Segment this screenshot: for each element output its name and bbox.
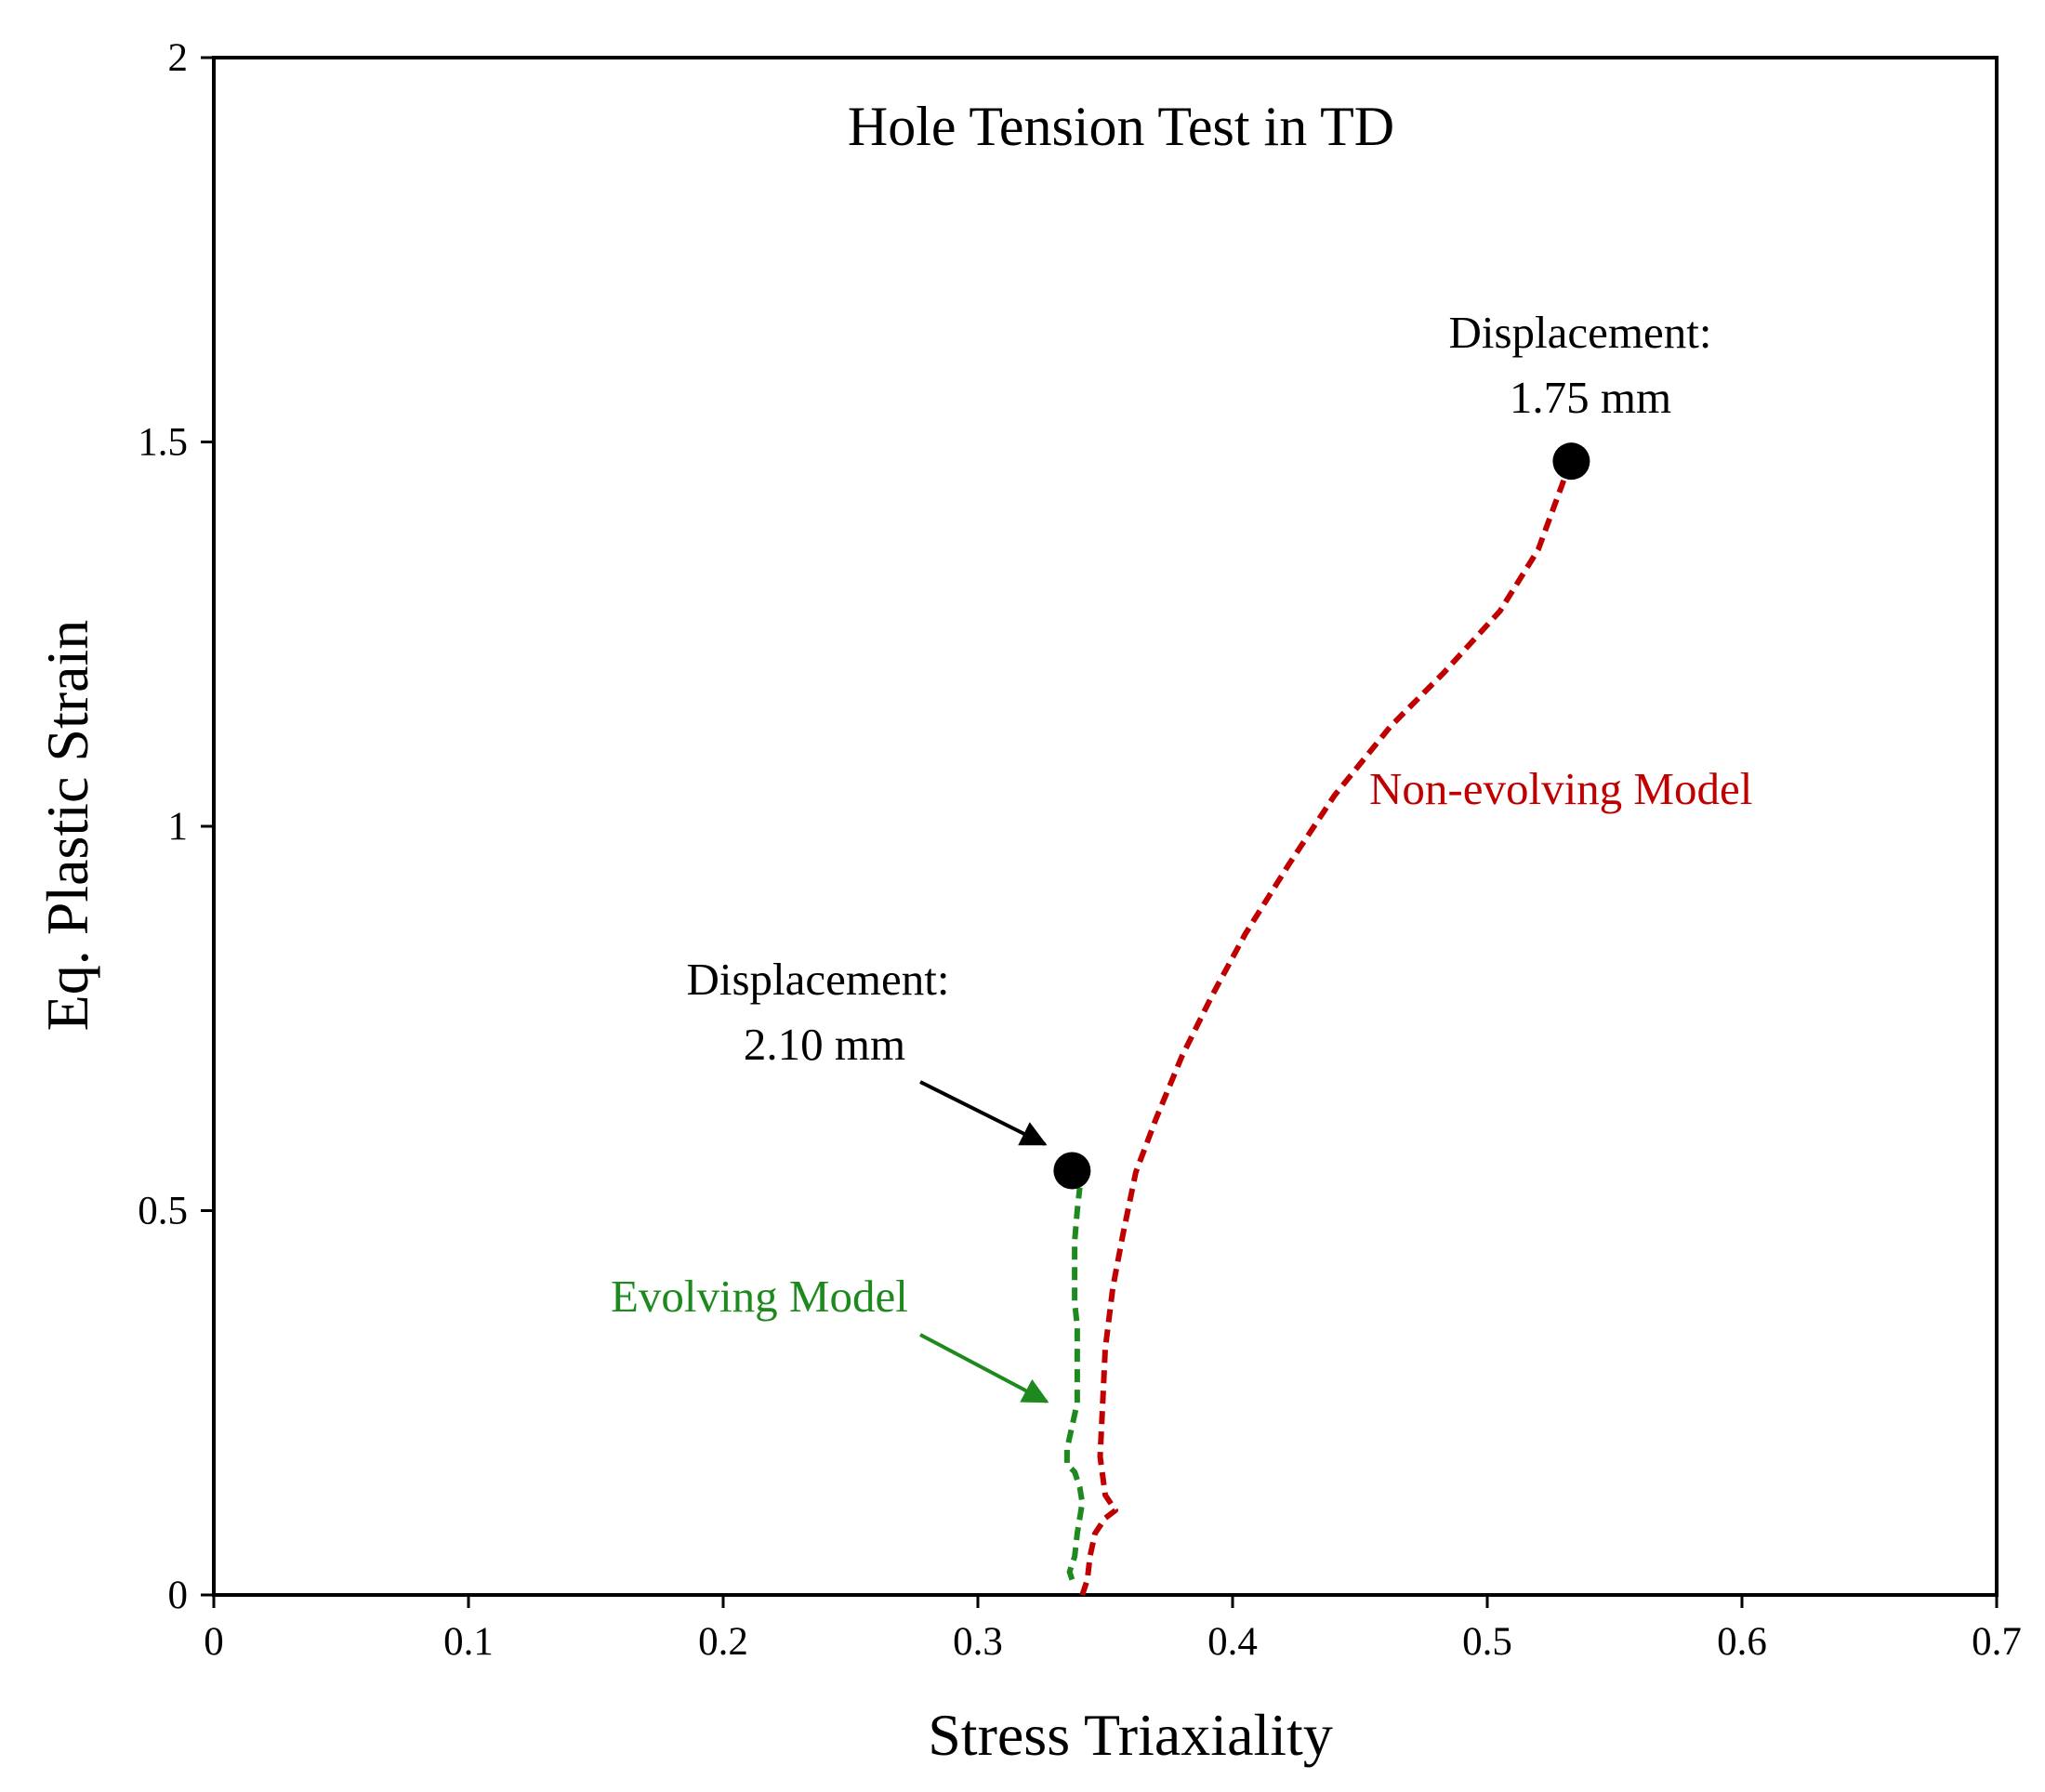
x-axis-title: Stress Triaxiality	[928, 1702, 1333, 1768]
series-layer	[1063, 479, 1567, 1596]
annotation-displacement-top-line1: Displacement:	[1448, 307, 1711, 358]
x-tick-label: 0.6	[1717, 1620, 1767, 1664]
x-tick-label: 0.5	[1462, 1620, 1512, 1664]
x-tick-label: 0	[204, 1620, 224, 1664]
marker-end-non-evolving	[1552, 442, 1590, 481]
x-tick-label: 0.3	[953, 1620, 1003, 1664]
series-line-non-evolving-model	[1079, 479, 1567, 1596]
chart-title: Hole Tension Test in TD	[848, 96, 1394, 157]
series-line-evolving-model	[1063, 1187, 1086, 1581]
y-axis-title: Eq. Plastic Strain	[34, 620, 100, 1032]
y-tick-label: 2	[168, 36, 189, 80]
y-tick-label: 1.5	[138, 421, 188, 465]
annotation-arrow-evolving	[919, 1333, 1049, 1403]
x-tick-label: 0.1	[443, 1620, 494, 1664]
plot-area	[212, 56, 1999, 1597]
x-tick-label: 0.2	[698, 1620, 748, 1664]
x-axis-ticks: 0 0.1 0.2 0.3 0.4 0.5 0.6 0.7	[204, 1595, 2022, 1664]
label-evolving-model: Evolving Model	[611, 1271, 908, 1322]
marker-end-evolving	[1053, 1152, 1091, 1190]
annotation-displacement-top-line2: 1.75 mm	[1510, 372, 1671, 423]
label-non-evolving-model: Non-evolving Model	[1369, 763, 1752, 814]
x-tick-label: 0.7	[1972, 1620, 2022, 1664]
y-tick-label: 1	[168, 805, 189, 849]
marker-layer	[1053, 442, 1590, 1190]
y-axis-ticks: 0 0.5 1 1.5 2	[138, 36, 214, 1617]
annotation-displacement-bottom-line1: Displacement:	[686, 954, 949, 1005]
x-tick-label: 0.4	[1207, 1620, 1258, 1664]
y-tick-label: 0.5	[138, 1190, 188, 1233]
annotation-arrow-displacement	[919, 1080, 1048, 1146]
y-tick-label: 0	[168, 1574, 189, 1617]
annotation-displacement-bottom-line2: 2.10 mm	[744, 1019, 905, 1070]
